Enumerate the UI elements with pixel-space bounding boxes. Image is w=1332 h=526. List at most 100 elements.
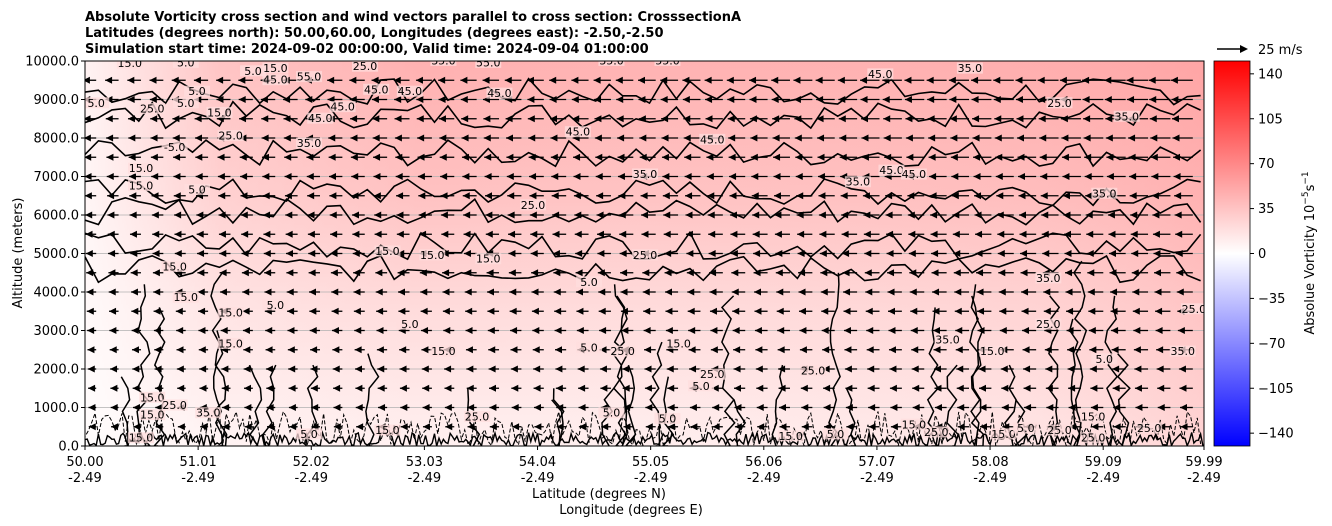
x-tick-latitude: 55.05	[632, 455, 669, 470]
wind-vector-head	[107, 192, 115, 200]
wind-vector-head	[350, 134, 358, 142]
contour-label: 45.0	[878, 164, 905, 177]
wind-vector-head	[152, 269, 160, 277]
wind-vector-head	[1088, 327, 1096, 334]
wind-vector-head	[87, 346, 95, 354]
wind-vector-head	[706, 173, 714, 180]
wind-vector-head	[353, 307, 361, 315]
wind-vector-head	[1062, 173, 1070, 180]
contour-label-text: 5.0	[177, 97, 195, 110]
wind-vector-head	[131, 346, 139, 354]
wind-vector-head	[485, 211, 493, 219]
wind-vector-head	[973, 173, 981, 180]
contour-label: 15.0	[374, 424, 401, 437]
contour-label: 25.0	[923, 426, 950, 439]
wind-vector-head	[244, 423, 252, 431]
wind-vector-head	[375, 288, 383, 296]
wind-vector-head	[573, 173, 581, 180]
wind-vector-head	[487, 327, 495, 334]
wind-vector-head	[645, 423, 653, 431]
wind-vector-head	[1088, 307, 1096, 315]
contour-label: 25.0	[161, 399, 188, 412]
wind-vector-head	[907, 211, 915, 219]
wind-vector-head	[1111, 346, 1119, 354]
contour-label-text: 45.0	[487, 87, 512, 100]
wind-vector-head	[711, 384, 719, 392]
contour-label-text: 45.0	[566, 126, 591, 139]
wind-vector-head	[532, 327, 540, 334]
contour-label: 15.0	[475, 253, 502, 266]
wind-vector-head	[1150, 153, 1158, 161]
wind-vector-head	[243, 346, 251, 354]
wind-vector-head	[241, 269, 249, 277]
wind-vector-head	[1172, 134, 1180, 142]
wind-vector-head	[994, 134, 1002, 142]
contour-label-text: 55.0	[297, 71, 322, 84]
wind-vector-head	[216, 76, 224, 84]
wind-vector-head	[1046, 404, 1054, 411]
wind-vector-head	[218, 230, 226, 238]
contour-label: 55.0	[475, 61, 502, 69]
wind-vector-head	[462, 192, 470, 200]
wind-vector-head	[504, 76, 512, 84]
wind-vector-head	[1108, 230, 1116, 238]
contour-line	[466, 388, 481, 446]
wind-vector-head	[266, 384, 274, 392]
wind-vector-head	[133, 423, 141, 431]
wind-vector-head	[818, 211, 826, 219]
contour-label-bg	[430, 345, 457, 357]
wind-vector-head	[801, 404, 809, 411]
contour-label-bg	[374, 424, 401, 436]
contour-label-text: 25.0	[465, 411, 490, 424]
wind-vector-head	[867, 384, 875, 392]
wind-vector-head	[484, 192, 492, 200]
wind-vector-head	[841, 230, 849, 238]
wind-vector-head	[351, 192, 359, 200]
wind-vector-head	[844, 346, 852, 354]
wind-vector-head	[683, 134, 691, 142]
wind-vector-head	[619, 230, 627, 238]
wind-vector-head	[779, 404, 787, 411]
wind-vector-head	[129, 211, 137, 219]
wind-vector-head	[1016, 134, 1024, 142]
wind-vector-head	[107, 230, 115, 238]
contour-label: 15.0	[139, 391, 166, 404]
wind-vector-head	[550, 153, 558, 161]
contour-label-bg	[1046, 97, 1073, 109]
contour-label-text: 25.0	[1047, 424, 1072, 437]
wind-vector-head	[771, 96, 779, 103]
contour-label: 15.0	[374, 245, 401, 258]
wind-vector-head	[333, 404, 341, 411]
contour-label: 45.0	[307, 112, 334, 125]
wind-vector-head	[972, 115, 980, 123]
wind-vector-head	[1113, 404, 1121, 411]
wind-vector-head	[505, 134, 513, 142]
wind-vector-head	[1151, 173, 1159, 180]
contour-label: 5.0	[576, 341, 603, 354]
wind-vector-head	[751, 173, 759, 180]
wind-vector-head	[955, 346, 963, 354]
wind-vector-head	[1174, 211, 1182, 219]
x-axis-label-latitude: Latitude (degrees N)	[532, 487, 666, 502]
contour-line	[85, 178, 1201, 207]
wind-vector-head	[286, 269, 294, 277]
wind-vector-head	[177, 384, 185, 392]
wind-vector-head	[779, 423, 787, 431]
wind-vector-head	[530, 250, 538, 257]
wind-vector-head	[863, 230, 871, 238]
contour-label: 5.0	[822, 428, 849, 441]
wind-vector-head	[128, 153, 136, 161]
wind-vector-head	[309, 327, 317, 334]
wind-vector-head	[218, 192, 226, 200]
wind-vector-head	[574, 230, 582, 238]
contour-label: 5.0	[184, 85, 211, 98]
contour-label-bg	[139, 409, 166, 421]
wind-vector-head	[949, 115, 957, 123]
colorbar-label-unit-exponent: −1	[1301, 171, 1311, 184]
wind-vector-head	[1173, 173, 1181, 180]
wind-vector-head	[865, 307, 873, 315]
wind-vector-head	[820, 269, 828, 277]
contour-label-bg	[609, 345, 636, 357]
wind-vector-head	[353, 269, 361, 277]
wind-vector-head	[1128, 153, 1136, 161]
